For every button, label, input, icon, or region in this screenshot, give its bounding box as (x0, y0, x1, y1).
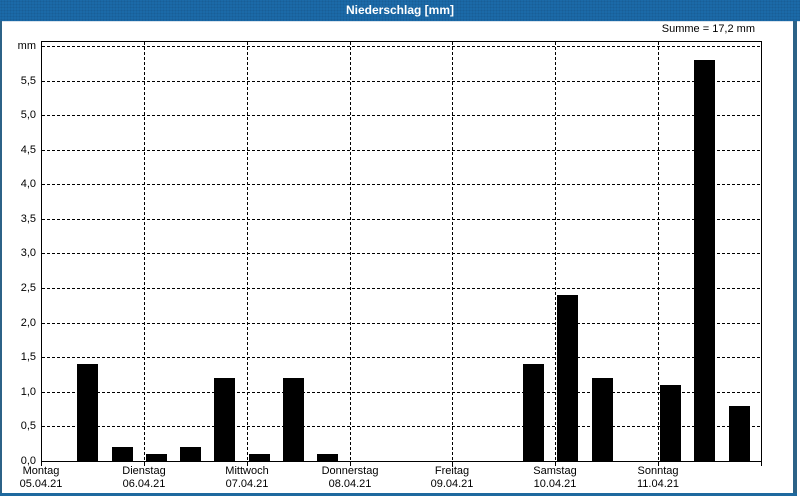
bar (557, 295, 578, 461)
date-label: 11.04.21 (636, 478, 679, 490)
day-label: Montag (22, 465, 60, 477)
bar (317, 454, 338, 461)
bar (180, 447, 201, 461)
bar (592, 378, 613, 461)
day-label: Samstag (533, 465, 577, 477)
y-axis-tick-label: 2,0 (20, 317, 36, 329)
window-border-left (0, 21, 2, 496)
y-axis-tick-label: 5,5 (20, 75, 36, 87)
v-gridline (144, 42, 145, 460)
x-axis-tick (555, 462, 556, 466)
bar (729, 406, 750, 461)
bar (523, 364, 544, 461)
date-label: 06.04.21 (122, 478, 166, 490)
x-axis-tick (350, 462, 351, 466)
date-label: 05.04.21 (19, 478, 63, 490)
h-gridline (42, 219, 760, 220)
day-label: Sonntag (637, 465, 679, 477)
y-axis-tick-label: 3,5 (20, 213, 36, 225)
v-gridline (452, 42, 453, 460)
y-axis-tick-label: 1,0 (20, 386, 36, 398)
bar (283, 378, 304, 461)
h-gridline (42, 81, 760, 82)
v-gridline (658, 42, 659, 460)
bar (146, 454, 167, 461)
h-gridline (42, 288, 760, 289)
y-axis-tick-label: 1,5 (20, 351, 36, 363)
y-axis-tick-label: 0,5 (20, 420, 36, 432)
window-title: Niederschlag [mm] (345, 3, 455, 17)
h-gridline (42, 357, 760, 358)
window-border-bottom (0, 493, 797, 496)
day-label: Dienstag (122, 465, 166, 477)
bar (214, 378, 235, 461)
y-axis-tick-label: 5,0 (20, 109, 36, 121)
x-axis-tick (452, 462, 453, 466)
h-gridline (42, 392, 760, 393)
x-axis-tick (144, 462, 145, 466)
y-axis-tick-label: 0,0 (20, 455, 36, 467)
date-label: 09.04.21 (430, 478, 474, 490)
x-axis-tick (41, 462, 42, 466)
bar (694, 60, 715, 461)
date-label: 07.04.21 (225, 478, 269, 490)
h-gridline (42, 253, 760, 254)
bar (77, 364, 98, 461)
y-axis-tick-label: 4,0 (20, 178, 36, 190)
v-gridline (350, 42, 351, 460)
bar (660, 385, 681, 461)
sum-label: Summe = 17,2 mm (661, 23, 755, 35)
y-axis-unit-label: mm (17, 40, 36, 52)
v-gridline (247, 42, 248, 460)
day-label: Mittwoch (225, 465, 269, 477)
window-titlebar: Niederschlag [mm] (0, 0, 800, 22)
v-gridline (555, 42, 556, 460)
day-label: Donnerstag (321, 465, 379, 477)
window-border-right (793, 21, 797, 496)
x-axis-tick (658, 462, 659, 466)
bar (112, 447, 133, 461)
y-axis-tick-label: 3,0 (20, 247, 36, 259)
x-axis-tick (247, 462, 248, 466)
bar (249, 454, 270, 461)
y-axis-tick-label: 4,5 (20, 144, 36, 156)
h-gridline (42, 426, 760, 427)
y-axis-tick-label: 2,5 (20, 282, 36, 294)
date-label: 08.04.21 (328, 478, 372, 490)
day-label: Freitag (434, 465, 470, 477)
h-gridline (42, 184, 760, 185)
h-gridline (42, 115, 760, 116)
h-gridline (42, 46, 760, 47)
x-axis-tick (761, 462, 762, 466)
plot-area (41, 41, 762, 462)
h-gridline (42, 150, 760, 151)
date-label: 10.04.21 (533, 478, 577, 490)
h-gridline (42, 323, 760, 324)
